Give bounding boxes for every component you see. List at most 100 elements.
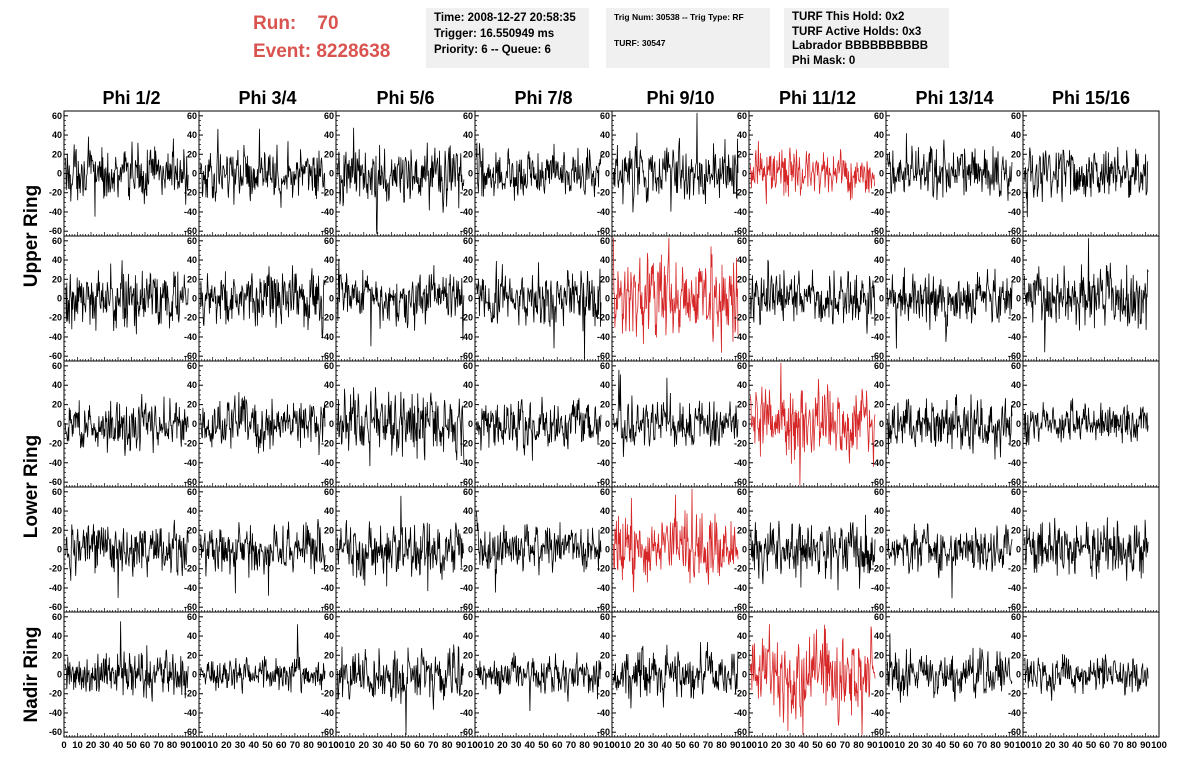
- y-tick-label: 60: [324, 612, 334, 622]
- y-tick-label: 60: [1011, 487, 1021, 497]
- y-tick-label: 40: [463, 255, 473, 265]
- subplot-frame: [885, 360, 1024, 488]
- waveform-trace: [1024, 653, 1149, 701]
- y-tick-label: -60: [1008, 602, 1021, 612]
- y-tick-label: 60: [874, 612, 884, 622]
- event-label: Event:: [253, 41, 312, 62]
- y-tick-label: -20: [321, 438, 334, 448]
- x-tick-label: 40: [386, 740, 397, 751]
- trigger-text: Trigger: 16.550949 ms: [434, 28, 555, 40]
- y-tick-label: -60: [734, 226, 747, 236]
- y-tick-label: -60: [49, 727, 62, 737]
- y-tick-label: 60: [463, 361, 473, 371]
- y-tick-label: 0: [329, 294, 334, 304]
- y-tick-label: 60: [600, 236, 610, 246]
- y-tick-label: -40: [460, 207, 473, 217]
- y-tick-label: 0: [879, 670, 884, 680]
- priority-text: Priority: 6 -- Queue: 6: [434, 44, 551, 56]
- time-info-box: Time: 2008-12-27 20:58:35 Trigger: 16.55…: [426, 8, 589, 68]
- y-tick-label: -20: [49, 313, 62, 323]
- y-tick-label: 20: [1011, 650, 1021, 660]
- y-tick-label: 60: [187, 111, 197, 121]
- x-tick-label: 50: [538, 740, 549, 751]
- y-tick-label: -40: [184, 583, 197, 593]
- y-tick-label: 40: [874, 631, 884, 641]
- x-tick-label: 70: [1113, 740, 1124, 751]
- y-tick-label: -20: [49, 188, 62, 198]
- waveform-trace: [750, 259, 876, 334]
- y-tick-label: 60: [187, 236, 197, 246]
- x-tick-label: 90: [456, 740, 467, 751]
- y-tick-label: 0: [879, 419, 884, 429]
- y-tick-label: 60: [737, 236, 747, 246]
- y-tick-label: -20: [49, 689, 62, 699]
- y-tick-label: -60: [184, 351, 197, 361]
- y-tick-label: 60: [1011, 361, 1021, 371]
- y-tick-label: -40: [321, 458, 334, 468]
- y-tick-label: -60: [871, 477, 884, 487]
- column-title: Phi 9/10: [646, 88, 714, 108]
- y-tick-label: 0: [1016, 670, 1021, 680]
- y-tick-label: 60: [187, 361, 197, 371]
- y-tick-label: 40: [463, 631, 473, 641]
- y-tick-label: 20: [463, 650, 473, 660]
- waveform-trace: [476, 510, 602, 593]
- y-tick-label: -40: [321, 332, 334, 342]
- y-tick-label: 40: [600, 255, 610, 265]
- y-tick-label: 40: [600, 380, 610, 390]
- x-tick-label: 10: [620, 740, 631, 751]
- waveform-trace: [200, 624, 326, 694]
- waveform-trace: [1024, 146, 1149, 218]
- y-tick-label: 20: [737, 274, 747, 284]
- waveform-trace: [1024, 398, 1149, 446]
- waveform-trace: [200, 265, 326, 339]
- y-tick-label: 20: [52, 650, 62, 660]
- y-tick-label: -60: [871, 602, 884, 612]
- y-tick-label: -20: [321, 313, 334, 323]
- x-tick-label: 90: [867, 740, 878, 751]
- x-tick-label: 50: [1086, 740, 1097, 751]
- run-event-info: Run: 70 Event: 8228638: [253, 10, 390, 66]
- y-tick-label: -60: [184, 477, 197, 487]
- y-tick-label: 20: [600, 525, 610, 535]
- x-tick-label: 100: [878, 740, 894, 751]
- y-tick-label: 0: [192, 419, 197, 429]
- y-tick-label: 20: [737, 650, 747, 660]
- waveform-trace: [476, 652, 602, 712]
- ring-label: Lower Ring: [21, 435, 42, 538]
- y-tick-label: -60: [597, 351, 610, 361]
- y-tick-label: 60: [600, 361, 610, 371]
- x-tick-label: 70: [840, 740, 851, 751]
- y-tick-label: -40: [460, 583, 473, 593]
- y-tick-label: 40: [324, 631, 334, 641]
- x-tick-label: 10: [483, 740, 494, 751]
- y-tick-label: -40: [734, 332, 747, 342]
- y-tick-label: 20: [187, 274, 197, 284]
- x-tick-label: 40: [113, 740, 124, 751]
- waveform-trace: [337, 127, 465, 235]
- waveform-trace: [337, 495, 465, 592]
- x-tick-label: 90: [730, 740, 741, 751]
- y-tick-label: -40: [49, 583, 62, 593]
- waveform-trace: [887, 633, 1013, 703]
- y-tick-label: -20: [49, 438, 62, 448]
- x-tick-label: 60: [963, 740, 974, 751]
- x-tick-label: 0: [61, 740, 66, 751]
- y-tick-label: 20: [600, 274, 610, 284]
- y-tick-label: 0: [192, 545, 197, 555]
- x-tick-label: 80: [167, 740, 178, 751]
- y-tick-label: 40: [52, 506, 62, 516]
- turf-text: TURF: 30547: [614, 38, 666, 48]
- y-tick-label: 40: [874, 380, 884, 390]
- y-tick-label: 0: [192, 670, 197, 680]
- x-tick-label: 20: [497, 740, 508, 751]
- x-tick-label: 20: [1045, 740, 1056, 751]
- y-tick-label: 20: [324, 274, 334, 284]
- x-tick-label: 30: [1059, 740, 1070, 751]
- y-tick-label: -40: [871, 583, 884, 593]
- y-tick-label: 40: [737, 631, 747, 641]
- y-tick-label: -40: [734, 458, 747, 468]
- x-tick-label: 80: [303, 740, 314, 751]
- waveform-trace: [613, 641, 739, 709]
- x-tick-label: 40: [249, 740, 260, 751]
